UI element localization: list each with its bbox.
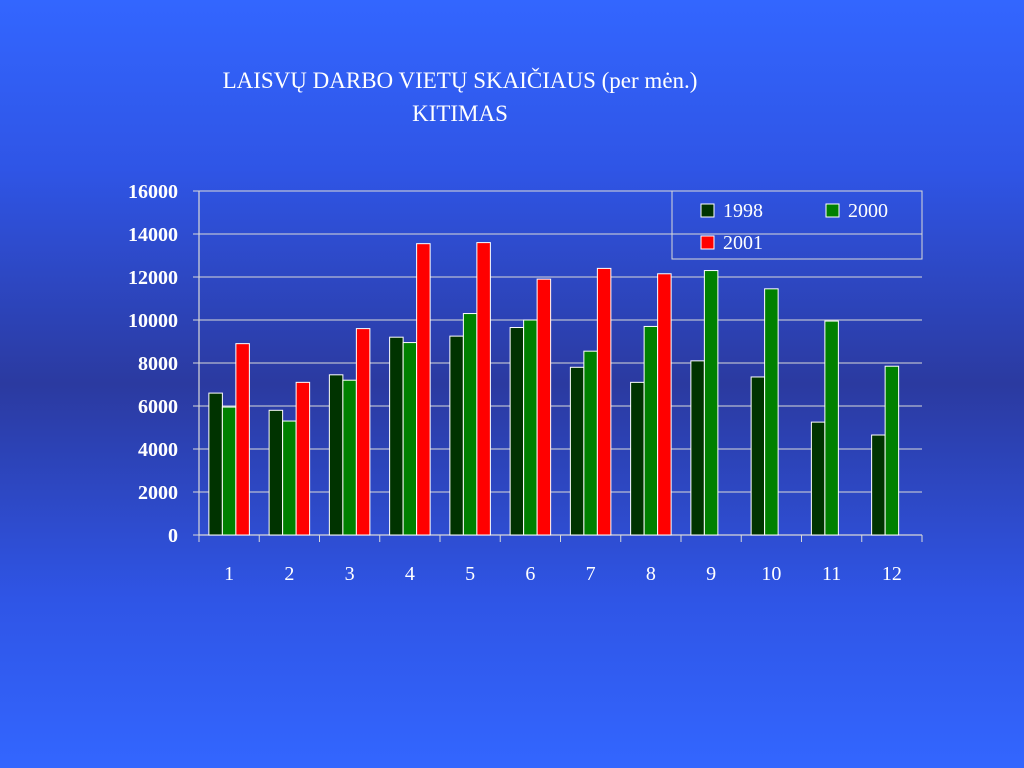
- bar-1998-6: [509, 327, 525, 536]
- bar-1998-4: [389, 336, 404, 536]
- bar-1998-8: [630, 381, 645, 536]
- y-tick-label: 8000: [138, 353, 178, 375]
- legend-swatch-1998: [700, 203, 715, 218]
- x-tick-label: 5: [465, 563, 475, 585]
- x-tick-label: 1: [224, 563, 234, 585]
- bar-2001-8: [657, 273, 672, 536]
- x-tick-label: 2: [284, 563, 294, 585]
- y-tick-label: 12000: [128, 267, 178, 289]
- bar-1998-11: [810, 421, 826, 536]
- bar-2000-3: [342, 379, 357, 536]
- bar-2000-10: [764, 288, 779, 536]
- bar-2000-5: [462, 313, 478, 536]
- bar-2000-9: [703, 270, 719, 536]
- bar-2000-8: [643, 325, 659, 536]
- x-tick-label: 9: [706, 563, 716, 585]
- y-tick-label: 14000: [128, 224, 178, 246]
- y-tick-label: 16000: [128, 181, 178, 203]
- y-tick-label: 0: [168, 525, 178, 547]
- bar-1998-7: [569, 366, 585, 536]
- bar-1998-5: [449, 335, 464, 536]
- y-tick-label: 2000: [138, 482, 178, 504]
- bar-2000-2: [282, 420, 297, 536]
- bar-2000-12: [884, 365, 900, 536]
- y-tick-label: 6000: [138, 396, 178, 418]
- legend-label-2000: 2000: [848, 200, 888, 222]
- bar-2001-7: [596, 267, 612, 536]
- x-tick-label: 11: [822, 563, 841, 585]
- x-tick-label: 3: [345, 563, 355, 585]
- bar-2000-1: [221, 406, 237, 536]
- bar-2001-5: [476, 242, 491, 536]
- x-tick-label: 6: [525, 563, 535, 585]
- bar-2001-6: [536, 278, 552, 536]
- legend-box: [671, 190, 923, 260]
- bar-2001-4: [416, 243, 431, 536]
- bar-2001-3: [355, 328, 371, 536]
- x-tick-label: 8: [646, 563, 656, 585]
- x-tick-label: 12: [882, 563, 902, 585]
- bar-1998-3: [328, 374, 344, 536]
- bar-1998-10: [750, 376, 766, 536]
- x-tick-label: 10: [761, 563, 781, 585]
- bar-1998-1: [208, 392, 223, 536]
- legend-swatch-2001: [700, 235, 715, 250]
- legend-label-1998: 1998: [723, 200, 763, 222]
- chart-title: LAISVŲ DARBO VIETŲ SKAIČIAUS (per mėn.) …: [150, 64, 770, 130]
- x-tick-label: 7: [586, 563, 596, 585]
- legend-label-2001: 2001: [723, 232, 763, 254]
- x-tick-label: 4: [405, 563, 415, 585]
- y-tick-label: 4000: [138, 439, 178, 461]
- chart-title-line2: KITIMAS: [412, 101, 508, 126]
- chart-title-line1: LAISVŲ DARBO VIETŲ SKAIČIAUS (per mėn.): [222, 68, 698, 93]
- bar-1998-9: [690, 360, 705, 536]
- bar-2000-4: [402, 342, 418, 536]
- y-tick-label: 10000: [128, 310, 178, 332]
- legend-swatch-2000: [825, 203, 840, 218]
- bar-2000-7: [583, 350, 598, 536]
- bar-2000-11: [824, 320, 839, 536]
- bar-1998-2: [268, 409, 284, 536]
- bar-2000-6: [523, 319, 538, 536]
- bar-2001-1: [235, 343, 250, 536]
- bar-1998-12: [871, 434, 886, 536]
- bar-2001-2: [295, 381, 311, 536]
